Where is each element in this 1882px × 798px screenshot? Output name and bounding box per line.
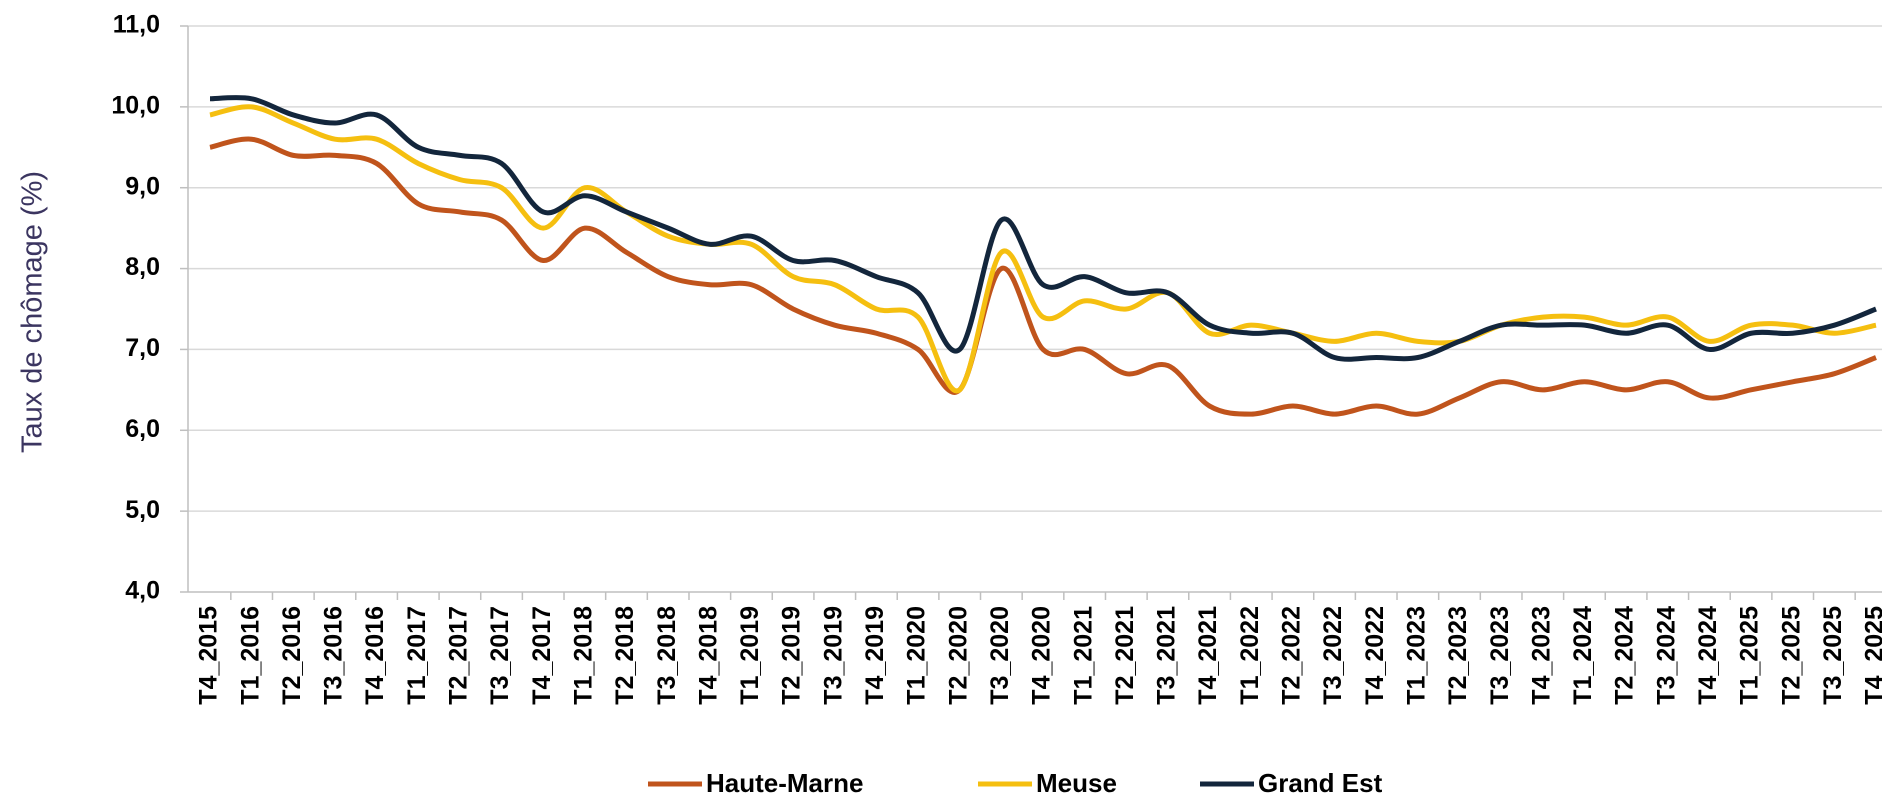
- x-tick-label: T4_2022: [1361, 606, 1389, 705]
- x-tick-label: T2_2025: [1777, 606, 1805, 705]
- y-tick-label: 9,0: [125, 172, 160, 200]
- y-tick-label: 8,0: [125, 253, 160, 281]
- x-tick-label: T2_2020: [944, 606, 972, 705]
- x-tick-label: T3_2021: [1153, 606, 1181, 705]
- x-tick-label: T1_2019: [736, 606, 764, 705]
- x-tick-label: T2_2017: [445, 606, 473, 705]
- x-tick-label: T2_2019: [778, 606, 806, 705]
- y-tick-label: 6,0: [125, 415, 160, 443]
- y-tick-label: 11,0: [113, 11, 160, 39]
- x-tick-label: T1_2018: [569, 606, 597, 705]
- x-tick-label: T3_2025: [1819, 606, 1847, 705]
- x-tick-label: T3_2017: [486, 606, 514, 705]
- x-tick-label: T1_2017: [403, 606, 431, 705]
- x-tick-label: T1_2021: [1069, 606, 1097, 705]
- x-tick-label: T4_2024: [1694, 606, 1722, 705]
- x-tick-label: T3_2022: [1319, 606, 1347, 705]
- x-tick-label: T2_2023: [1444, 606, 1472, 705]
- x-tick-label: T3_2016: [320, 606, 348, 705]
- x-tick-label: T2_2022: [1278, 606, 1306, 705]
- x-tick-label: T4_2018: [694, 606, 722, 705]
- x-tick-label: T4_2016: [361, 606, 389, 705]
- x-tick-label: T1_2022: [1236, 606, 1264, 705]
- x-tick-label: T3_2019: [819, 606, 847, 705]
- y-tick-label: 4,0: [125, 577, 160, 605]
- x-tick-label: T1_2020: [903, 606, 931, 705]
- x-tick-label: T2_2016: [278, 606, 306, 705]
- series-line: [209, 95, 1877, 362]
- y-tick-label: 10,0: [111, 91, 160, 119]
- x-tick-label: T3_2023: [1486, 606, 1514, 705]
- x-tick-label: T2_2018: [611, 606, 639, 705]
- y-axis-label: Taux de chômage (%): [17, 171, 49, 453]
- x-tick-label: T1_2024: [1569, 606, 1597, 705]
- x-tick-label: T4_2025: [1861, 606, 1882, 705]
- y-tick-label: 5,0: [125, 496, 160, 524]
- x-tick-label: T3_2018: [653, 606, 681, 705]
- series-line: [209, 136, 1877, 417]
- legend-label: Grand Est: [1258, 768, 1383, 798]
- x-tick-label: T4_2021: [1194, 606, 1222, 705]
- x-tick-label: T4_2020: [1028, 606, 1056, 705]
- x-tick-label: T1_2025: [1736, 606, 1764, 705]
- series-line: [209, 104, 1877, 394]
- x-tick-label: T3_2024: [1652, 606, 1680, 705]
- x-tick-label: T4_2017: [528, 606, 556, 705]
- legend-label: Haute-Marne: [706, 768, 863, 798]
- x-tick-label: T4_2015: [195, 606, 223, 705]
- x-tick-label: T1_2023: [1402, 606, 1430, 705]
- x-tick-label: T4_2019: [861, 606, 889, 705]
- x-tick-label: T4_2023: [1527, 606, 1555, 705]
- y-tick-label: 7,0: [125, 334, 160, 362]
- legend-label: Meuse: [1036, 768, 1117, 798]
- x-tick-label: T2_2024: [1611, 606, 1639, 705]
- x-tick-label: T1_2016: [236, 606, 264, 705]
- x-tick-label: T3_2020: [986, 606, 1014, 705]
- x-tick-label: T2_2021: [1111, 606, 1139, 705]
